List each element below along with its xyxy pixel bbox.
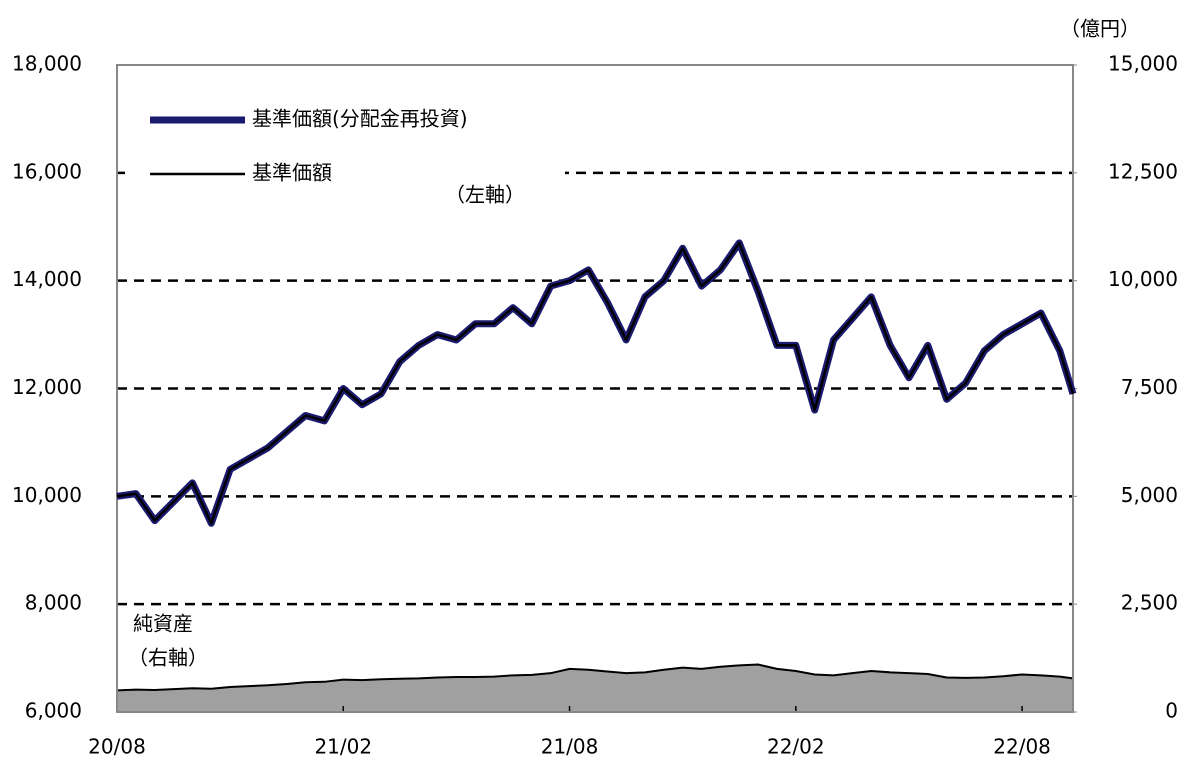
y-tick-label: 16,000 <box>12 159 82 183</box>
y2-tick-label: 5,000 <box>1121 483 1178 507</box>
area-label: 純資産 <box>133 612 193 636</box>
y-tick-label: 6,000 <box>25 699 82 723</box>
legend-label: 基準価額 <box>252 161 332 185</box>
y2-axis-label: （億円） <box>1060 17 1140 41</box>
y-tick-label: 14,000 <box>12 267 82 291</box>
y2-tick-label: 0 <box>1165 699 1178 723</box>
annotation: （左軸） <box>445 183 525 207</box>
legend-label: 基準価額(分配金再投資) <box>252 107 468 131</box>
y-tick-label: 8,000 <box>25 591 82 615</box>
y-tick-label: 12,000 <box>12 375 82 399</box>
y2-tick-label: 2,500 <box>1121 591 1178 615</box>
x-tick-label: 22/02 <box>767 735 825 759</box>
x-tick-label: 22/08 <box>993 735 1051 759</box>
y2-tick-label: 12,500 <box>1108 159 1178 183</box>
x-tick-label: 20/08 <box>88 735 146 759</box>
y2-tick-label: 15,000 <box>1108 52 1178 76</box>
y2-tick-label: 7,500 <box>1121 375 1178 399</box>
annotation: （右軸） <box>128 646 208 670</box>
x-tick-label: 21/02 <box>314 735 372 759</box>
net-assets-area <box>116 663 1074 713</box>
y-tick-label: 10,000 <box>12 483 82 507</box>
x-tick-label: 21/08 <box>541 735 599 759</box>
y2-tick-label: 10,000 <box>1108 267 1178 291</box>
price-line <box>116 241 1075 525</box>
legend-box <box>125 92 565 192</box>
price-line <box>116 239 1077 527</box>
y-tick-label: 18,000 <box>12 52 82 76</box>
